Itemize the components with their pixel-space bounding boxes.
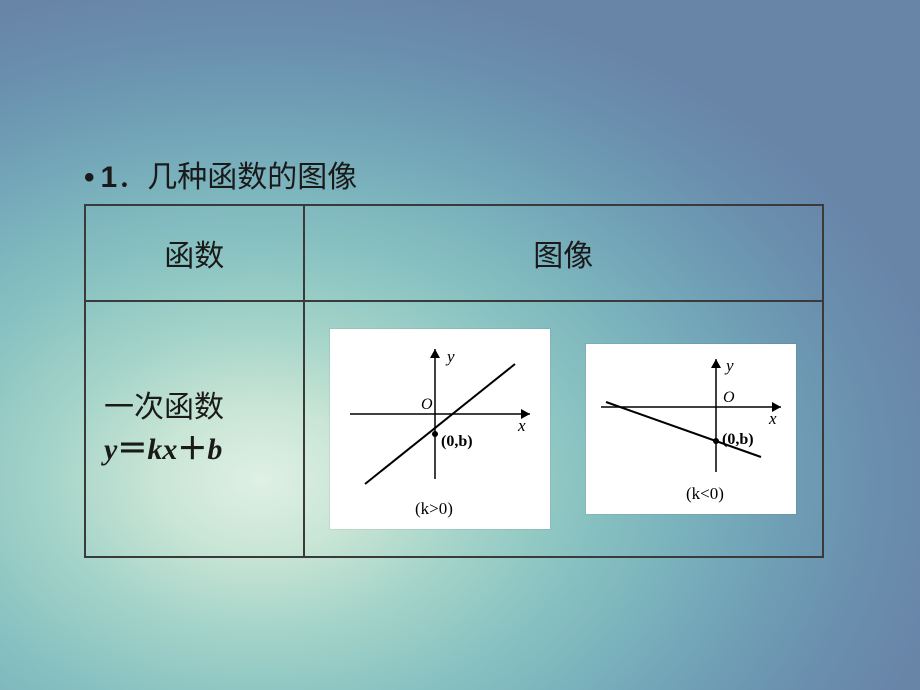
section-heading: •1．几种函数的图像 (84, 152, 357, 196)
heading-number: 1 (101, 161, 118, 194)
eq-k: k (147, 433, 162, 466)
th-graph: 图像 (304, 205, 823, 301)
k-condition-label: (k<0) (686, 484, 724, 503)
y-axis-label: y (445, 347, 455, 366)
x-axis-label: x (517, 416, 526, 435)
cell-function-name: 一次函数 y＝kx＋b (85, 301, 304, 557)
x-axis-label: x (768, 409, 777, 428)
function-name: 一次函数 (104, 387, 303, 429)
eq-x: x (162, 433, 177, 466)
eq-plus: ＋ (177, 433, 207, 466)
eq-equals: ＝ (117, 433, 147, 466)
th-function: 函数 (85, 205, 304, 301)
function-label: 一次函数 y＝kx＋b (86, 387, 303, 471)
intercept-label: (0,b) (722, 431, 754, 448)
y-axis-arrow (711, 359, 721, 368)
function-equation: y＝kx＋b (104, 429, 303, 471)
intercept-label: (0,b) (441, 433, 473, 450)
graph-container: y x O (0,b) (k>0) (305, 302, 822, 556)
y-axis-label: y (724, 356, 734, 375)
heading-bullet: • (84, 161, 95, 194)
y-intercept-point (432, 431, 438, 437)
function-line (365, 364, 515, 484)
heading-text: 几种函数的图像 (147, 161, 357, 194)
y-axis-arrow (430, 349, 440, 358)
eq-b: b (207, 433, 222, 466)
slide: •1．几种函数的图像 函数 图像 一次函数 y＝kx＋b (0, 0, 920, 690)
origin-label: O (723, 389, 735, 406)
table-row: 一次函数 y＝kx＋b (85, 301, 823, 557)
functions-table: 函数 图像 一次函数 y＝kx＋b (84, 204, 824, 558)
origin-label: O (421, 396, 433, 413)
graph-k-positive-svg: y x O (0,b) (k>0) (335, 334, 545, 524)
eq-y: y (104, 433, 117, 466)
y-intercept-point (713, 438, 719, 444)
graph-k-negative-svg: y x O (0,b) (k<0) (586, 347, 796, 512)
cell-graphs: y x O (0,b) (k>0) (304, 301, 823, 557)
table-header-row: 函数 图像 (85, 205, 823, 301)
k-condition-label: (k>0) (415, 499, 453, 518)
heading-sep: ． (117, 161, 147, 194)
graph-k-negative: y x O (0,b) (k<0) (586, 344, 796, 514)
graph-k-positive: y x O (0,b) (k>0) (330, 329, 550, 529)
function-line (606, 402, 761, 457)
